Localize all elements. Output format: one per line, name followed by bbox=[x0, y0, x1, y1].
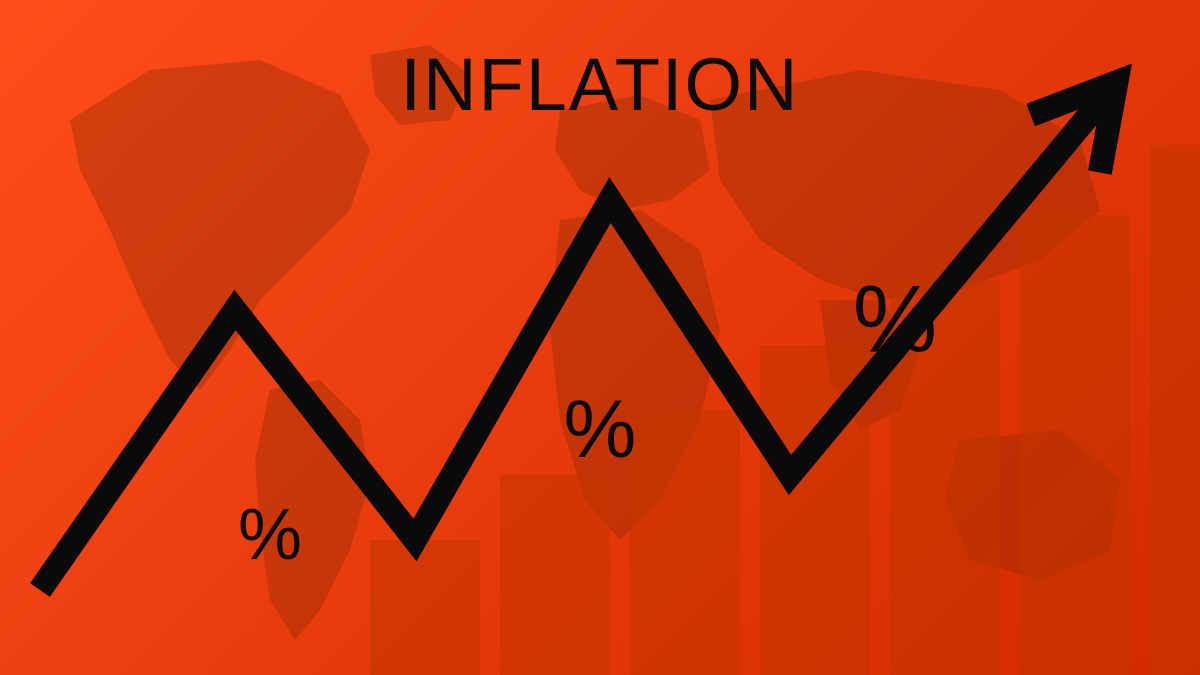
trend-arrow bbox=[0, 0, 1200, 675]
inflation-infographic: INFLATION %%% bbox=[0, 0, 1200, 675]
